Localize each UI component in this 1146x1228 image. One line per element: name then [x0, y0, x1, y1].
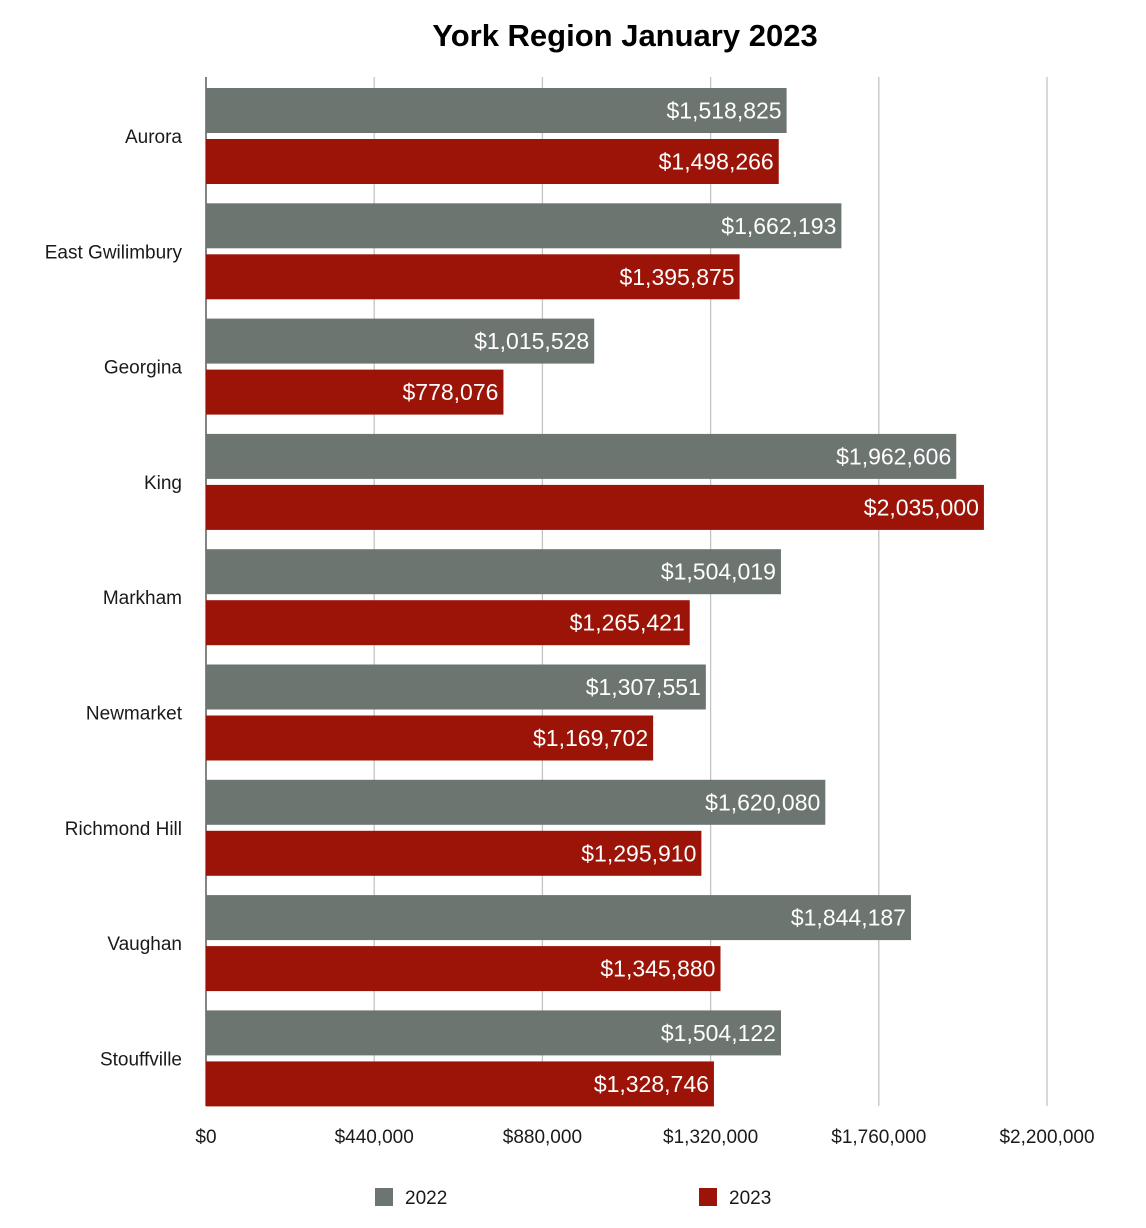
data-label: $1,504,019 [661, 559, 776, 585]
bar-2023 [206, 715, 654, 761]
bars: $1,518,825 $1,498,266 $1,662,193 $1,395,875… [206, 88, 984, 1107]
bar-2023 [206, 600, 690, 646]
data-label: $1,844,187 [791, 905, 906, 931]
data-label: $1,962,606 [836, 443, 951, 469]
bar-2022 [206, 779, 826, 825]
legend: 2022 2023 [375, 1188, 771, 1209]
bar-2022 [206, 549, 781, 595]
data-label: $1,498,266 [659, 149, 774, 175]
x-tick-label: $1,760,000 [831, 1127, 926, 1148]
data-label: $1,265,421 [570, 610, 685, 636]
x-axis: $0 $440,000 $880,000 $1,320,000 $1,760,000 $2… [195, 1127, 1094, 1148]
category-label: Richmond Hill [65, 819, 182, 840]
legend-swatch [699, 1188, 717, 1206]
x-tick-label: $0 [195, 1127, 216, 1148]
x-tick-label: $1,320,000 [663, 1127, 758, 1148]
legend-label: 2022 [405, 1188, 447, 1209]
legend-label: 2023 [729, 1188, 771, 1209]
x-tick-label: $2,200,000 [999, 1127, 1094, 1148]
data-label: $1,328,746 [594, 1071, 709, 1097]
bar-2023 [206, 484, 984, 530]
data-label: $1,620,080 [705, 789, 820, 815]
data-label: $1,345,880 [600, 956, 715, 982]
legend-swatch [375, 1188, 393, 1206]
data-label: $778,076 [402, 379, 498, 405]
data-label: $1,295,910 [581, 840, 696, 866]
category-label: Vaughan [107, 934, 182, 955]
bar-2023 [206, 946, 721, 992]
category-label: King [144, 473, 182, 494]
category-label: Aurora [125, 127, 182, 148]
bar-2022 [206, 88, 787, 133]
category-label: Newmarket [86, 704, 183, 725]
category-label: Markham [103, 588, 182, 609]
x-tick-label: $880,000 [503, 1127, 582, 1148]
bar-2023 [206, 830, 702, 876]
bar-2022 [206, 895, 911, 941]
category-labels: Aurora East Gwilimbury Georgina King Markham… [45, 127, 183, 1070]
data-label: $1,518,825 [666, 98, 781, 124]
bar-2022 [206, 318, 595, 364]
category-label: Stouffville [100, 1049, 182, 1070]
bar-2022 [206, 664, 706, 710]
bar-2023 [206, 1061, 714, 1107]
data-label: $1,395,875 [619, 264, 734, 290]
bar-2023 [206, 254, 740, 300]
data-label: $2,035,000 [864, 494, 979, 520]
data-label: $1,015,528 [474, 328, 589, 354]
bar-2022 [206, 433, 957, 479]
data-label: $1,169,702 [533, 725, 648, 751]
data-label: $1,307,551 [586, 674, 701, 700]
category-label: Georgina [104, 358, 183, 379]
bar-2023 [206, 139, 779, 184]
category-label: East Gwilimbury [45, 242, 183, 263]
data-label: $1,504,122 [661, 1020, 776, 1046]
x-tick-label: $440,000 [335, 1127, 414, 1148]
bar-2023 [206, 369, 504, 415]
chart-title: York Region January 2023 [432, 18, 818, 53]
data-label: $1,662,193 [721, 213, 836, 239]
bar-2022 [206, 203, 842, 249]
bar-2022 [206, 1010, 781, 1056]
